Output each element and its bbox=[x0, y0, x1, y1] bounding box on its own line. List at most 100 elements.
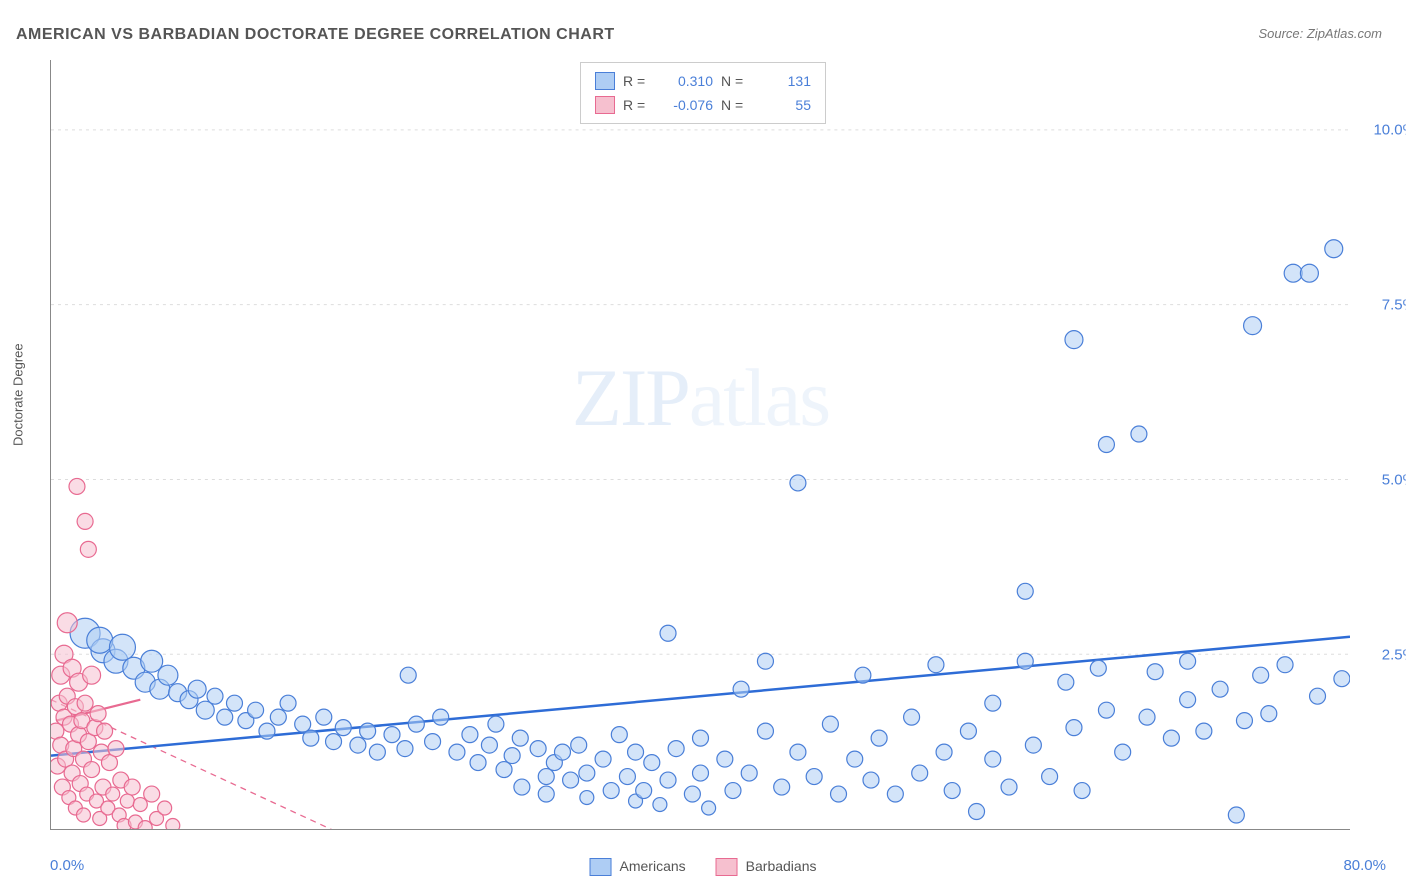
scatter-point bbox=[774, 779, 790, 795]
scatter-point bbox=[188, 680, 206, 698]
scatter-point bbox=[108, 741, 124, 757]
scatter-point bbox=[944, 783, 960, 799]
scatter-point bbox=[790, 744, 806, 760]
scatter-point bbox=[904, 709, 920, 725]
scatter-point bbox=[1253, 667, 1269, 683]
scatter-point bbox=[912, 765, 928, 781]
scatter-point bbox=[400, 667, 416, 683]
scatter-point bbox=[595, 751, 611, 767]
scatter-point bbox=[757, 723, 773, 739]
y-tick-label: 10.0% bbox=[1373, 122, 1406, 139]
scatter-point bbox=[512, 730, 528, 746]
scatter-point bbox=[120, 794, 134, 808]
scatter-point bbox=[579, 765, 595, 781]
scatter-point bbox=[69, 478, 85, 494]
scatter-point bbox=[158, 801, 172, 815]
legend-n-value: 55 bbox=[757, 93, 811, 117]
legend-row-americans: R = 0.310 N = 131 bbox=[595, 69, 811, 93]
legend-swatch-pink bbox=[595, 96, 615, 114]
scatter-point bbox=[77, 513, 93, 529]
legend-n-label: N = bbox=[721, 93, 749, 117]
scatter-point bbox=[1066, 720, 1082, 736]
scatter-point bbox=[636, 783, 652, 799]
y-tick-label: 5.0% bbox=[1382, 472, 1406, 489]
scatter-point bbox=[226, 695, 242, 711]
scatter-point bbox=[280, 695, 296, 711]
scatter-point bbox=[653, 798, 667, 812]
scatter-point bbox=[693, 765, 709, 781]
scatter-point bbox=[1017, 653, 1033, 669]
scatter-point bbox=[871, 730, 887, 746]
scatter-point bbox=[316, 709, 332, 725]
scatter-point bbox=[270, 709, 286, 725]
legend-item-barbadians: Barbadians bbox=[716, 858, 817, 876]
scatter-point bbox=[538, 769, 554, 785]
chart-title: AMERICAN VS BARBADIAN DOCTORATE DEGREE C… bbox=[16, 26, 615, 44]
scatter-point bbox=[109, 634, 135, 660]
legend-correlation: R = 0.310 N = 131 R = -0.076 N = 55 bbox=[580, 62, 826, 124]
scatter-point bbox=[733, 681, 749, 697]
scatter-point bbox=[1001, 779, 1017, 795]
legend-r-label: R = bbox=[623, 69, 651, 93]
scatter-point bbox=[887, 786, 903, 802]
legend-r-value: -0.076 bbox=[659, 93, 713, 117]
scatter-point bbox=[725, 783, 741, 799]
scatter-point bbox=[1310, 688, 1326, 704]
scatter-point bbox=[335, 720, 351, 736]
plot-area: ZIPatlas 2.5%5.0%7.5%10.0% bbox=[50, 60, 1350, 830]
scatter-point bbox=[1163, 730, 1179, 746]
scatter-point bbox=[248, 702, 264, 718]
scatter-point bbox=[449, 744, 465, 760]
legend-swatch-blue bbox=[595, 72, 615, 90]
legend-swatch-blue bbox=[590, 858, 612, 876]
scatter-point bbox=[702, 801, 716, 815]
scatter-point bbox=[790, 475, 806, 491]
scatter-point bbox=[1065, 331, 1083, 349]
scatter-point bbox=[1025, 737, 1041, 753]
legend-label: Americans bbox=[620, 858, 686, 874]
scatter-point bbox=[1244, 317, 1262, 335]
scatter-point bbox=[1277, 657, 1293, 673]
scatter-point bbox=[470, 755, 486, 771]
y-tick-label: 7.5% bbox=[1382, 297, 1406, 314]
scatter-point bbox=[77, 695, 93, 711]
scatter-point bbox=[83, 666, 101, 684]
scatter-point bbox=[481, 737, 497, 753]
legend-n-value: 131 bbox=[757, 69, 811, 93]
scatter-point bbox=[806, 769, 822, 785]
scatter-point bbox=[1115, 744, 1131, 760]
x-tick-max: 80.0% bbox=[1343, 857, 1386, 874]
scatter-point bbox=[84, 762, 100, 778]
scatter-point bbox=[928, 657, 944, 673]
scatter-point bbox=[1042, 769, 1058, 785]
scatter-point bbox=[462, 727, 478, 743]
legend-swatch-pink bbox=[716, 858, 738, 876]
y-axis-label: Doctorate Degree bbox=[11, 343, 26, 446]
scatter-point bbox=[603, 783, 619, 799]
scatter-point bbox=[1017, 583, 1033, 599]
scatter-point bbox=[1139, 709, 1155, 725]
legend-r-label: R = bbox=[623, 93, 651, 117]
scatter-point bbox=[1261, 706, 1277, 722]
scatter-point bbox=[1147, 664, 1163, 680]
scatter-point bbox=[295, 716, 311, 732]
scatter-point bbox=[1098, 437, 1114, 453]
scatter-point bbox=[611, 727, 627, 743]
scatter-point bbox=[847, 751, 863, 767]
scatter-point bbox=[1212, 681, 1228, 697]
scatter-point bbox=[369, 744, 385, 760]
scatter-point bbox=[554, 744, 570, 760]
scatter-point bbox=[571, 737, 587, 753]
scatter-point bbox=[80, 541, 96, 557]
x-tick-min: 0.0% bbox=[50, 857, 84, 874]
scatter-point bbox=[863, 772, 879, 788]
scatter-point bbox=[397, 741, 413, 757]
legend-label: Barbadians bbox=[746, 858, 817, 874]
scatter-point bbox=[1236, 713, 1252, 729]
scatter-point bbox=[855, 667, 871, 683]
scatter-point bbox=[960, 723, 976, 739]
scatter-point bbox=[660, 772, 676, 788]
scatter-point bbox=[141, 650, 163, 672]
scatter-point bbox=[757, 653, 773, 669]
scatter-point bbox=[693, 730, 709, 746]
